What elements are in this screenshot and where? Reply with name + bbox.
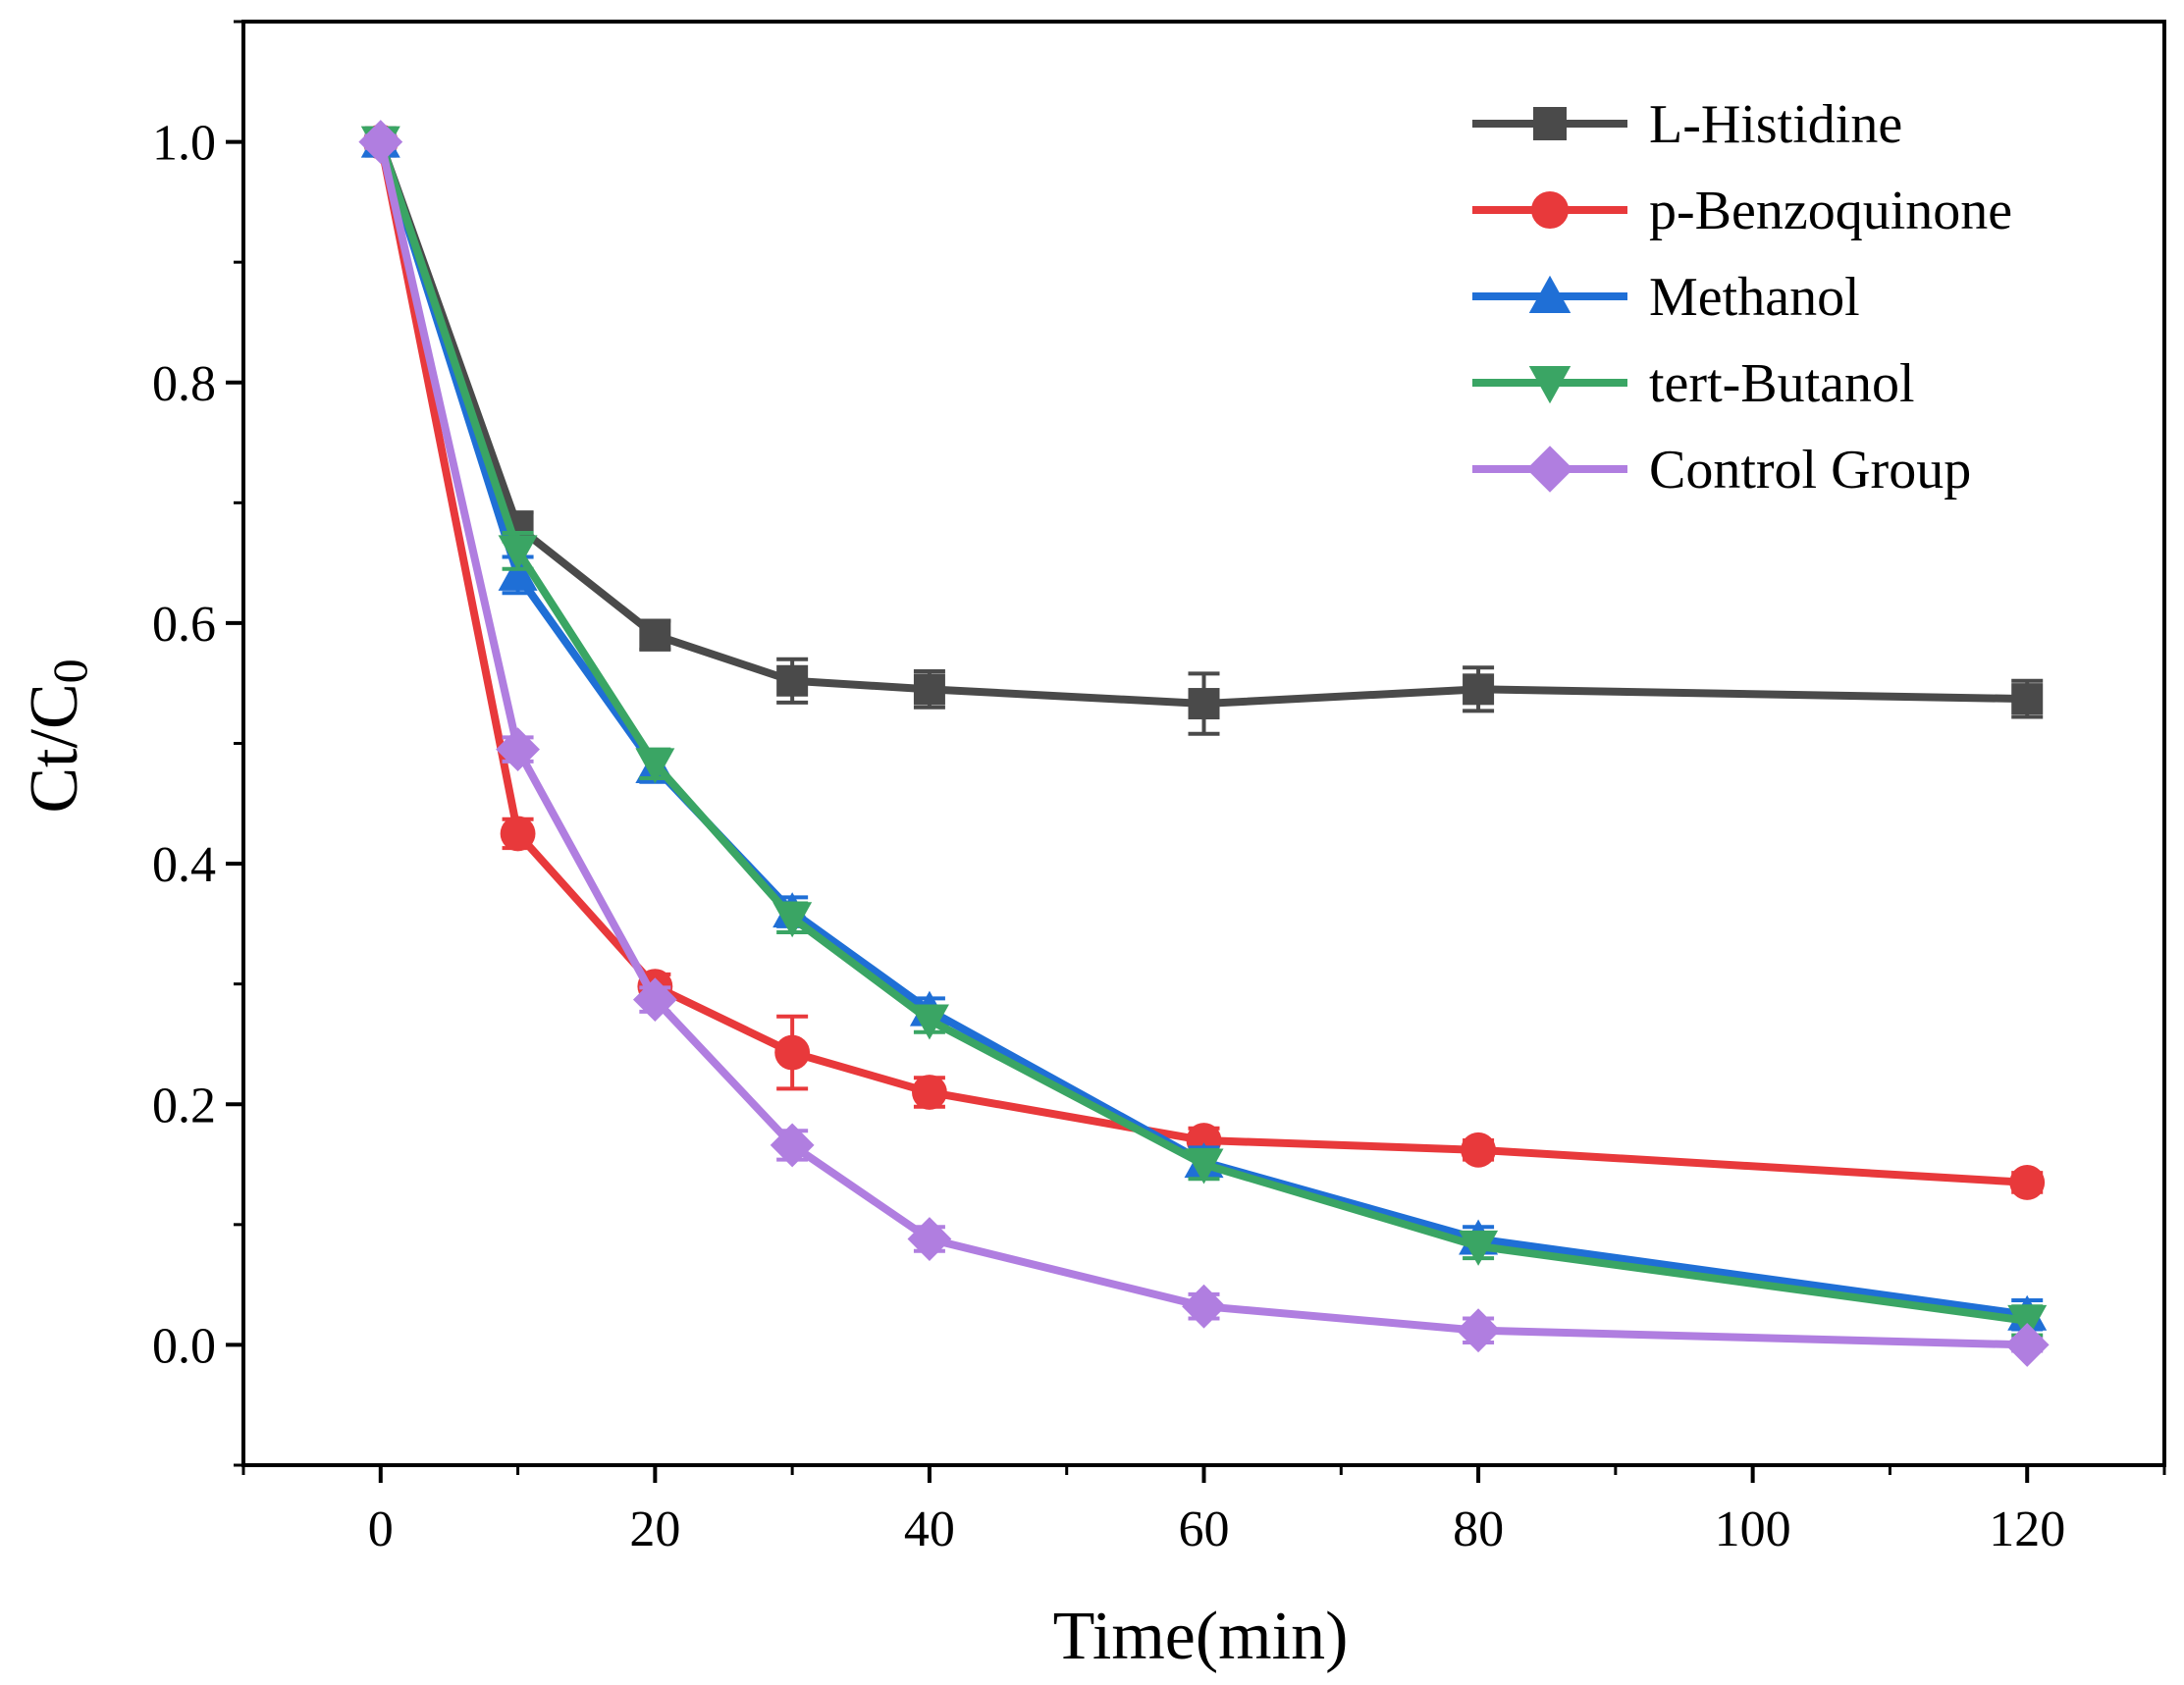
- y-tick-label: 0.0: [152, 1318, 216, 1374]
- legend-marker: [1526, 446, 1573, 493]
- plot-marks: [358, 120, 2050, 1367]
- series-line-methanol: [376, 140, 2028, 1319]
- y-tick-label: 0.8: [152, 356, 216, 412]
- data-point: [774, 1034, 811, 1071]
- data-point: [498, 554, 538, 591]
- data-point: [498, 535, 538, 571]
- x-tick-label: 60: [1179, 1501, 1230, 1557]
- data-point: [1461, 1132, 1496, 1168]
- data-point: [500, 816, 536, 852]
- y-tick-label: 0.4: [152, 837, 216, 893]
- data-point: [632, 977, 677, 1023]
- data-point: [1463, 673, 1495, 706]
- data-point: [2007, 1304, 2048, 1341]
- data-point: [1459, 1230, 1499, 1266]
- series-line-tert-butanol: [376, 140, 2028, 1325]
- y-tick-label: 0.2: [152, 1078, 216, 1133]
- legend-item-methanol: Methanol: [1472, 267, 1860, 328]
- data-point: [913, 673, 945, 706]
- data-point: [912, 1075, 947, 1110]
- y-tick-label: 0.6: [152, 597, 216, 653]
- legend-label: L-Histidine: [1649, 94, 1902, 155]
- data-point: [2011, 683, 2044, 715]
- y-tick-label: 1.0: [152, 116, 216, 172]
- data-point: [1184, 1148, 1224, 1185]
- legend-marker: [1530, 190, 1570, 230]
- data-point: [1456, 1308, 1501, 1353]
- series-control-group: [358, 120, 2050, 1367]
- legend-item-control-group: Control Group: [1472, 440, 1971, 500]
- y-axis-title-subscript: 0: [42, 658, 97, 683]
- data-point: [1188, 688, 1220, 720]
- y-axis-title: Ct/C0: [17, 658, 97, 813]
- data-point: [770, 1123, 815, 1168]
- x-tick-label: 20: [629, 1501, 680, 1557]
- data-point: [2009, 1165, 2046, 1200]
- legend-label: Control Group: [1649, 440, 1971, 500]
- series-line-control-group: [376, 140, 2028, 1349]
- legend-item-l-histidine: L-Histidine: [1472, 94, 1902, 155]
- data-point: [1182, 1284, 1226, 1329]
- data-point: [909, 1004, 949, 1040]
- series-line-l-histidine: [377, 140, 2028, 709]
- legend-item-tert-butanol: tert-Butanol: [1472, 353, 1915, 414]
- data-point: [639, 619, 671, 652]
- x-tick-label: 40: [904, 1501, 955, 1557]
- x-tick-label: 120: [1989, 1501, 2065, 1557]
- legend-label: tert-Butanol: [1649, 353, 1915, 414]
- data-point: [2004, 1323, 2050, 1367]
- legend-label: p-Benzoquinone: [1649, 181, 2012, 241]
- axes: 0 20 40 60 80 100 120 0.0 0.2 0.4 0.6 0.8 1.0: [152, 20, 2166, 1557]
- data-point: [776, 664, 809, 697]
- legend-marker: [1528, 275, 1571, 313]
- legend: L-Histidine p-Benzoquinone Methanol tert-Bu…: [1472, 94, 2012, 500]
- data-point: [772, 902, 813, 938]
- series-line-p-benzoquinone: [376, 140, 2028, 1186]
- y-axis-title-main: Ct/C: [17, 683, 92, 813]
- legend-marker: [1528, 366, 1571, 404]
- data-point: [907, 1217, 952, 1261]
- legend-marker: [1533, 107, 1567, 140]
- x-tick-label: 100: [1715, 1501, 1791, 1557]
- legend-label: Methanol: [1649, 267, 1860, 328]
- data-point: [358, 120, 403, 164]
- legend-item-p-benzoquinone: p-Benzoquinone: [1472, 181, 2012, 241]
- data-point: [496, 727, 540, 772]
- x-tick-label: 80: [1453, 1501, 1504, 1557]
- x-tick-label: 0: [368, 1501, 394, 1557]
- x-axis-title: Time(min): [1053, 1599, 1349, 1674]
- data-point: [635, 748, 675, 784]
